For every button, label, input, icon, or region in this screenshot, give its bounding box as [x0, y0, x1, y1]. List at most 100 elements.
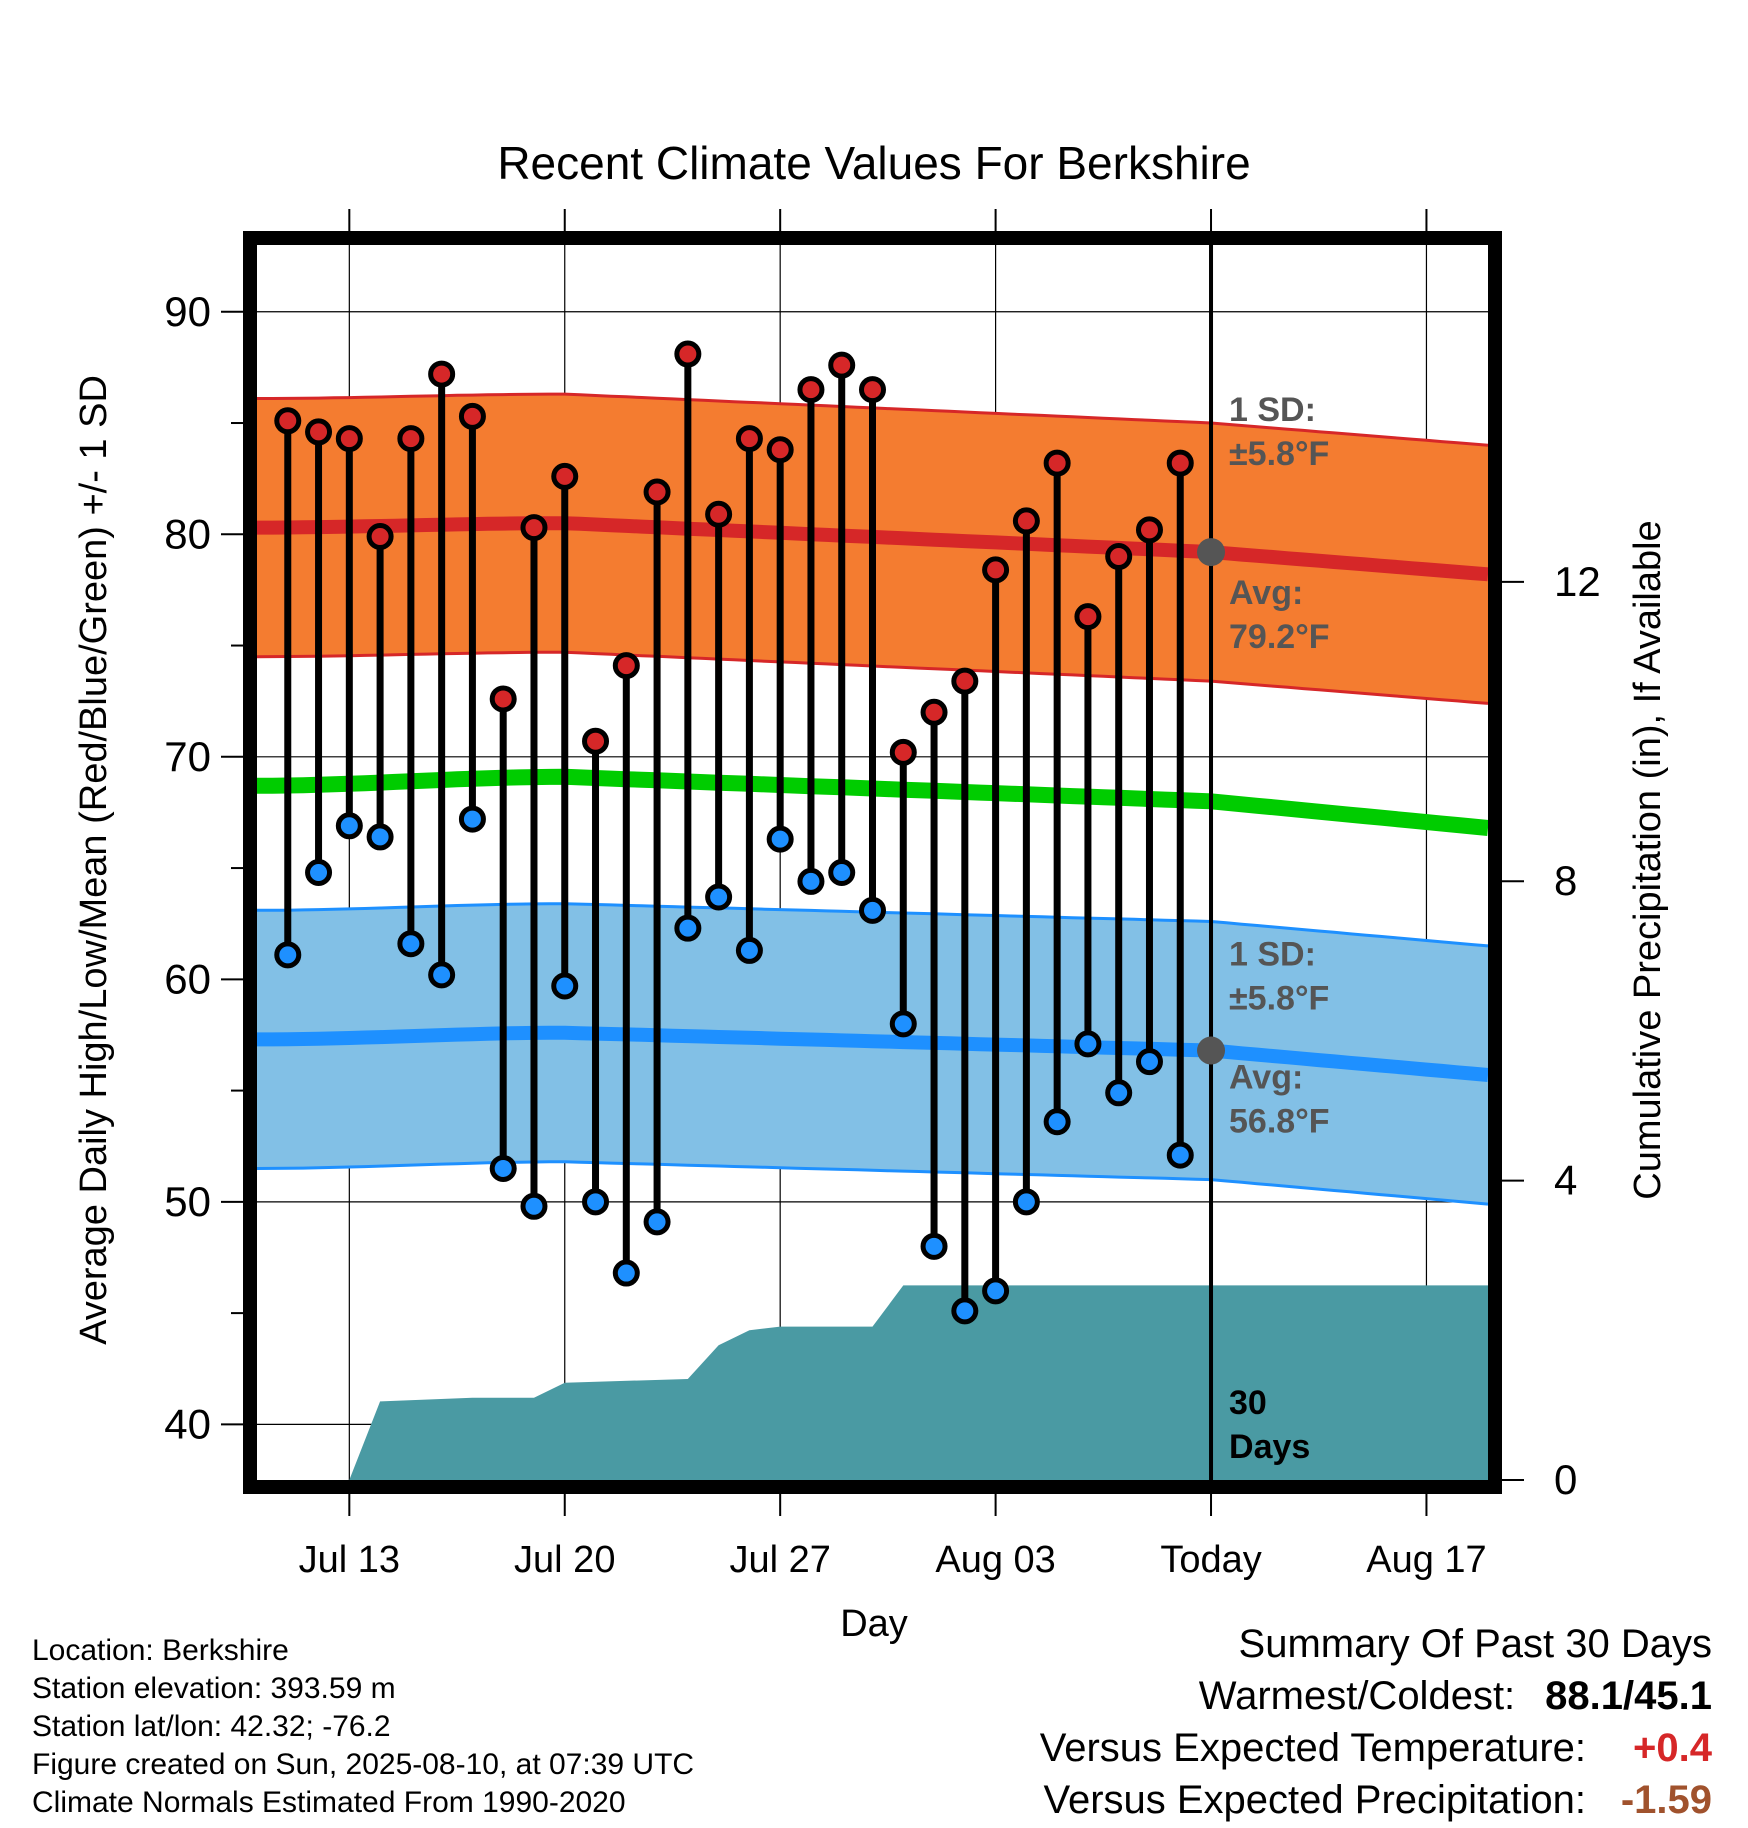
low-avg-value: 56.8°F [1229, 1103, 1330, 1141]
summary-warm-cold-value: 88.1/45.1 [1545, 1674, 1712, 1718]
high-point [859, 376, 886, 404]
high-point [335, 425, 363, 453]
info-latlon: Station lat/lon: 42.32; -76.2 [32, 1710, 391, 1743]
x-tick-label: Aug 03 [935, 1539, 1055, 1581]
y-tick-label: 80 [164, 510, 211, 557]
y-tick-label: 50 [164, 1178, 211, 1225]
high-point [397, 425, 425, 453]
axes: 40 50 60 70 80 90 0 4 8 12 Jul 13 Jul 20 Jul 27 Aug 0… [164, 209, 1601, 1581]
high-point [705, 500, 733, 528]
high-point [274, 407, 302, 435]
x-tick-label: Jul 20 [514, 1539, 615, 1581]
y-tick-label: 60 [164, 955, 211, 1002]
high-point [1135, 516, 1163, 544]
high-avg-label: Avg: [1229, 574, 1303, 612]
y2-tick-label: 8 [1554, 857, 1577, 904]
high-point [643, 478, 671, 506]
high-point [1043, 449, 1071, 477]
y-tick-label: 70 [164, 733, 211, 780]
high-point [828, 351, 856, 379]
high-point [520, 514, 548, 542]
window-label-days: Days [1229, 1428, 1310, 1466]
low-point [1012, 1188, 1040, 1216]
low-point [1043, 1108, 1071, 1136]
summary-precip-value: -1.59 [1620, 1778, 1712, 1822]
chart-title: Recent Climate Values For Berkshire [497, 137, 1250, 189]
summary-warm-cold-label: Warmest/Coldest: [1198, 1674, 1516, 1718]
low-point [735, 936, 763, 964]
high-point [366, 523, 394, 551]
high-point [489, 685, 517, 713]
y2-axis-label: Cumulative Precipitation (in), If Availa… [1627, 520, 1669, 1199]
info-elevation: Station elevation: 393.59 m [32, 1672, 396, 1705]
low-point [397, 930, 425, 958]
summary-precip-label: Versus Expected Precipitation: [1043, 1778, 1586, 1822]
y-axis-label: Average Daily High/Low/Mean (Red/Blue/Gr… [73, 375, 115, 1345]
low-point [274, 941, 302, 969]
low-point [366, 823, 394, 851]
info-created: Figure created on Sun, 2025-08-10, at 07… [32, 1748, 695, 1781]
high-point [766, 436, 794, 464]
high-point [735, 425, 763, 453]
high-point [674, 340, 702, 368]
y2-tick-label: 12 [1554, 558, 1601, 605]
summary-temp-value: +0.4 [1633, 1726, 1712, 1770]
low-sd-label: 1 SD: [1229, 935, 1316, 973]
low-point [766, 825, 794, 853]
high-point [551, 462, 579, 490]
x-tick-label: Aug 17 [1366, 1539, 1486, 1581]
x-tick-label: Jul 27 [729, 1539, 830, 1581]
high-point [951, 667, 979, 695]
precip-area [349, 1285, 1488, 1480]
x-tick-label: Jul 13 [299, 1539, 400, 1581]
high-point [797, 376, 825, 404]
low-point [489, 1154, 517, 1182]
summary-title: Summary Of Past 30 Days [1238, 1622, 1712, 1666]
low-point [643, 1208, 671, 1236]
low-point [828, 859, 856, 887]
low-point [458, 805, 486, 833]
low-point [859, 896, 886, 924]
high-point [982, 556, 1010, 584]
today-low-normal-dot [1197, 1036, 1226, 1065]
summary-precip: Versus Expected Precipitation: -1.59 [1043, 1778, 1712, 1823]
plot-border [243, 231, 1502, 1494]
low-point [674, 914, 702, 942]
today-high-normal-dot [1197, 538, 1226, 567]
low-point [705, 883, 733, 911]
high-point [1012, 507, 1040, 535]
low-point [920, 1232, 948, 1260]
high-point [1074, 603, 1102, 631]
y-tick-label: 90 [164, 288, 211, 335]
high-sd-label: 1 SD: [1229, 391, 1316, 429]
info-location: Location: Berkshire [32, 1634, 289, 1667]
low-point [551, 972, 579, 1000]
low-point [612, 1259, 640, 1287]
info-normals: Climate Normals Estimated From 1990-2020 [32, 1786, 626, 1819]
precip-area-shape [349, 1285, 1488, 1480]
high-point [889, 738, 917, 766]
low-point [889, 1010, 917, 1038]
high-point [1166, 449, 1194, 477]
summary-temp-label: Versus Expected Temperature: [1039, 1726, 1586, 1770]
high-point [920, 698, 948, 726]
low-point [335, 812, 363, 840]
summary-temp: Versus Expected Temperature: +0.4 [1040, 1726, 1712, 1771]
low-point [797, 867, 825, 895]
low-avg-label: Avg: [1229, 1059, 1303, 1097]
y2-tick-label: 4 [1554, 1157, 1577, 1204]
high-point [305, 418, 333, 446]
x-tick-label: Today [1160, 1539, 1261, 1581]
high-point [1105, 543, 1133, 571]
high-point [428, 360, 456, 388]
high-avg-value: 79.2°F [1229, 618, 1330, 656]
annotations: 1 SD: ±5.8°F Avg: 79.2°F 1 SD: ±5.8°F Avg: 56.8… [1197, 245, 1330, 1480]
low-point [951, 1297, 979, 1325]
y-tick-label: 40 [164, 1400, 211, 1447]
low-point [1166, 1141, 1194, 1169]
low-sd-value: ±5.8°F [1229, 979, 1329, 1017]
low-point [1105, 1079, 1133, 1107]
window-label-30: 30 [1229, 1384, 1267, 1422]
low-point [582, 1188, 610, 1216]
